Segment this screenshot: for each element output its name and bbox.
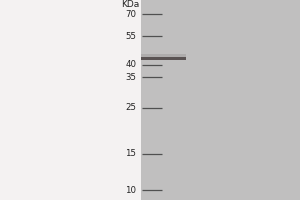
Text: 40: 40 xyxy=(125,60,136,69)
Text: 55: 55 xyxy=(125,32,136,41)
Text: 70: 70 xyxy=(125,10,136,19)
Text: 35: 35 xyxy=(125,73,136,82)
Bar xyxy=(141,57,186,60)
Bar xyxy=(141,0,300,200)
Text: KDa: KDa xyxy=(121,0,140,9)
Bar xyxy=(141,54,186,57)
Text: 10: 10 xyxy=(125,186,136,195)
Text: 25: 25 xyxy=(125,103,136,112)
Text: 15: 15 xyxy=(125,149,136,158)
